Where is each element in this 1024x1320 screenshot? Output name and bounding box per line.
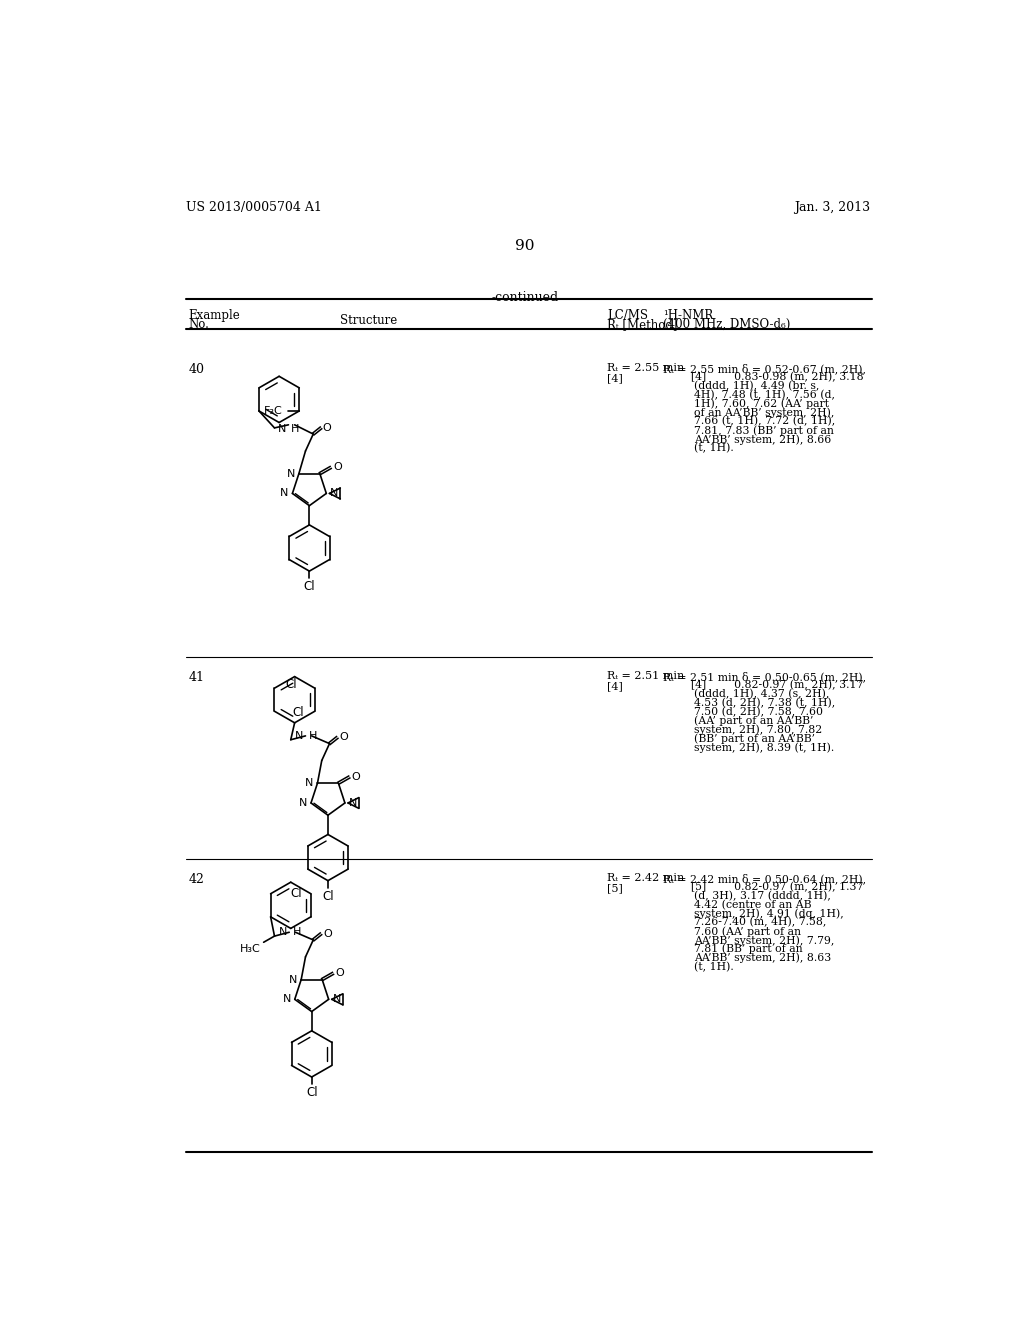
Text: O: O [351,772,360,781]
Text: US 2013/0005704 A1: US 2013/0005704 A1 [186,201,322,214]
Text: system, 2H), 8.39 (t, 1H).: system, 2H), 8.39 (t, 1H). [693,742,834,752]
Text: (dddd, 1H), 4.49 (br. s,: (dddd, 1H), 4.49 (br. s, [693,381,819,391]
Text: [5]: [5] [607,883,623,892]
Text: Rₜ = 2.55 min δ = 0.52-0.67 (m, 2H),: Rₜ = 2.55 min δ = 0.52-0.67 (m, 2H), [663,363,865,374]
Text: H: H [291,424,299,434]
Text: system, 2H), 4.91 (dq, 1H),: system, 2H), 4.91 (dq, 1H), [693,908,844,919]
Text: H: H [293,927,301,937]
Text: N: N [278,424,286,434]
Text: N: N [349,799,357,808]
Text: N: N [305,779,313,788]
Text: AA’BB’ system, 2H), 8.63: AA’BB’ system, 2H), 8.63 [693,953,831,964]
Text: Example: Example [188,309,241,322]
Text: N: N [281,488,289,499]
Text: Rₜ = 2.51 min δ = 0.50-0.65 (m, 2H),: Rₜ = 2.51 min δ = 0.50-0.65 (m, 2H), [663,671,866,682]
Text: AA’BB’ system, 2H), 8.66: AA’BB’ system, 2H), 8.66 [693,434,831,445]
Text: Cl: Cl [286,677,297,690]
Text: Cl: Cl [306,1086,317,1100]
Text: Rₜ = 2.51 min: Rₜ = 2.51 min [607,671,684,681]
Text: (AA’ part of an AA’BB’: (AA’ part of an AA’BB’ [693,715,813,726]
Text: O: O [335,969,344,978]
Text: 41: 41 [188,671,205,684]
Text: (dddd, 1H), 4.37 (s, 2H),: (dddd, 1H), 4.37 (s, 2H), [693,689,829,700]
Text: Rₜ [Method]: Rₜ [Method] [607,318,678,331]
Text: LC/MS: LC/MS [607,309,648,322]
Text: (BB’ part of an AA’BB’: (BB’ part of an AA’BB’ [693,733,815,743]
Text: [4]        0.82-0.97 (m, 2H), 3.17: [4] 0.82-0.97 (m, 2H), 3.17 [663,680,863,690]
Text: 7.26-7.40 (m, 4H), 7.58,: 7.26-7.40 (m, 4H), 7.58, [693,917,826,928]
Text: O: O [333,462,342,473]
Text: -continued: -continued [492,290,558,304]
Text: H₃C: H₃C [240,944,260,954]
Text: 40: 40 [188,363,205,376]
Text: ¹H-NMR: ¹H-NMR [663,309,713,322]
Text: 7.60 (AA’ part of an: 7.60 (AA’ part of an [693,927,801,937]
Text: [4]: [4] [607,681,623,692]
Text: Cl: Cl [323,890,334,903]
Text: O: O [324,929,332,939]
Text: N: N [295,731,303,741]
Text: N: N [283,994,291,1005]
Text: 90: 90 [515,239,535,253]
Text: N: N [289,974,297,985]
Text: 42: 42 [188,873,205,886]
Text: AA’BB’ system, 2H), 7.79,: AA’BB’ system, 2H), 7.79, [693,935,835,945]
Text: system, 2H), 7.80, 7.82: system, 2H), 7.80, 7.82 [693,725,822,735]
Text: N: N [279,927,287,937]
Text: (t, 1H).: (t, 1H). [693,444,733,453]
Text: 1H), 7.60, 7.62 (AA’ part: 1H), 7.60, 7.62 (AA’ part [693,399,828,409]
Text: [5]        0.82-0.97 (m, 2H), 1.37: [5] 0.82-0.97 (m, 2H), 1.37 [663,882,863,892]
Text: Rₜ = 2.55 min: Rₜ = 2.55 min [607,363,684,374]
Text: 7.50 (d, 2H), 7.58, 7.60: 7.50 (d, 2H), 7.58, 7.60 [693,706,822,717]
Text: 7.66 (t, 1H), 7.72 (d, 1H),: 7.66 (t, 1H), 7.72 (d, 1H), [693,416,835,426]
Text: N: N [299,799,307,808]
Text: 4.42 (centre of an AB: 4.42 (centre of an AB [693,899,811,909]
Text: (400 MHz, DMSO-d₆): (400 MHz, DMSO-d₆) [663,318,791,331]
Text: O: O [323,422,332,433]
Text: Rₜ = 2.42 min δ = 0.50-0.64 (m, 2H),: Rₜ = 2.42 min δ = 0.50-0.64 (m, 2H), [663,873,866,884]
Text: N: N [333,994,341,1005]
Text: H: H [309,731,317,741]
Text: Cl: Cl [290,887,302,900]
Text: N: N [330,488,339,499]
Text: (d, 3H), 3.17 (dddd, 1H),: (d, 3H), 3.17 (dddd, 1H), [693,891,830,902]
Text: Cl: Cl [292,706,304,719]
Text: 7.81, 7.83 (BB’ part of an: 7.81, 7.83 (BB’ part of an [693,425,834,436]
Text: N: N [287,469,295,479]
Text: 4.53 (d, 2H), 7.38 (t, 1H),: 4.53 (d, 2H), 7.38 (t, 1H), [693,698,835,708]
Text: F₃C: F₃C [263,407,283,416]
Text: Structure: Structure [340,314,397,327]
Text: Jan. 3, 2013: Jan. 3, 2013 [795,201,870,214]
Text: [4]        0.83-0.98 (m, 2H), 3.18: [4] 0.83-0.98 (m, 2H), 3.18 [663,372,863,383]
Text: 7.81 (BB’ part of an: 7.81 (BB’ part of an [693,944,803,954]
Text: (t, 1H).: (t, 1H). [693,961,733,972]
Text: Rₜ = 2.42 min: Rₜ = 2.42 min [607,873,684,883]
Text: [4]: [4] [607,374,623,383]
Text: Cl: Cl [303,581,315,594]
Text: O: O [340,733,348,742]
Text: 4H), 7.48 (t, 1H), 7.56 (d,: 4H), 7.48 (t, 1H), 7.56 (d, [693,389,835,400]
Text: of an AA’BB’ system, 2H),: of an AA’BB’ system, 2H), [693,408,835,418]
Text: No.: No. [188,318,209,331]
